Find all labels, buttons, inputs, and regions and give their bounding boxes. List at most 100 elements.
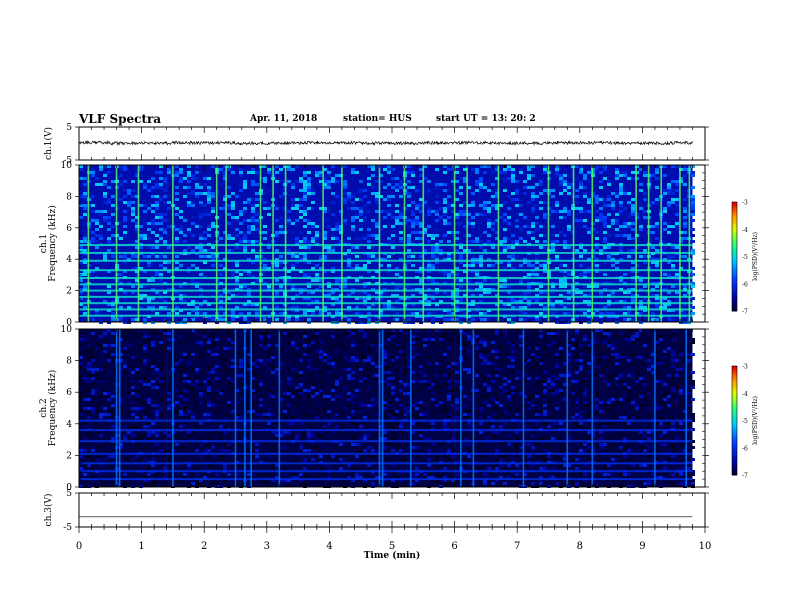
vertical-burst — [460, 329, 462, 487]
vertical-burst — [341, 165, 343, 322]
station-label: station= HUS — [343, 114, 412, 124]
y-axis-label: ch.3(V) — [43, 494, 54, 527]
horizontal-band — [79, 429, 693, 432]
x-tick-label: 2 — [201, 541, 207, 552]
vertical-burst — [472, 329, 475, 487]
x-tick-label: 5 — [389, 541, 395, 552]
colorbar-tick-label: -3 — [742, 200, 748, 207]
y-tick-label: 0 — [66, 318, 72, 328]
horizontal-band — [79, 302, 693, 305]
vertical-burst — [259, 165, 262, 322]
vertical-burst — [272, 165, 274, 322]
colorbar-tick-label: -5 — [742, 254, 748, 261]
vertical-burst — [647, 165, 650, 322]
horizontal-band — [79, 251, 693, 254]
horizontal-band — [79, 308, 693, 311]
y-axis-label: ch.1(V) — [43, 127, 54, 160]
colorbar-tick-label: -4 — [742, 391, 748, 398]
vertical-burst — [215, 165, 218, 322]
y-tick-label: 8 — [66, 357, 72, 367]
colorbar-label: log(PSD)(V²/Hz) — [752, 396, 759, 445]
x-axis-label: Time (min) — [364, 550, 421, 561]
vertical-burst — [466, 165, 468, 322]
colorbar-tick-label: -5 — [742, 418, 748, 425]
x-tick-label: 6 — [451, 541, 457, 552]
y-tick-label: -5 — [63, 523, 72, 533]
horizontal-band — [79, 283, 693, 286]
horizontal-band — [79, 462, 693, 465]
horizontal-band — [79, 452, 693, 455]
vertical-burst — [381, 329, 384, 487]
y-tick-label: 2 — [66, 287, 72, 297]
vertical-burst — [522, 329, 525, 487]
colorbar-tick-label: -4 — [742, 227, 748, 234]
y-tick-label: 10 — [61, 161, 73, 171]
vertical-burst — [172, 329, 174, 487]
vertical-burst — [115, 165, 118, 322]
x-tick-label: 1 — [138, 541, 144, 552]
vertical-burst — [572, 165, 575, 322]
vertical-burst — [322, 165, 324, 322]
vertical-burst — [87, 165, 90, 322]
vertical-burst — [497, 165, 500, 322]
x-tick-label: 4 — [326, 541, 332, 552]
vertical-burst — [172, 165, 174, 322]
vertical-burst — [115, 329, 118, 487]
y-tick-label: 5 — [66, 123, 72, 133]
vertical-burst — [234, 329, 237, 487]
x-tick-label: 9 — [639, 541, 645, 552]
y-tick-label: 2 — [66, 451, 72, 461]
spectrogram-ch1 — [79, 165, 695, 324]
vertical-burst — [403, 165, 406, 322]
y-axis-channel-label: ch.2 — [39, 398, 49, 417]
vertical-burst — [685, 329, 688, 487]
y-tick-label: 10 — [61, 325, 73, 335]
vertical-burst — [547, 165, 550, 322]
y-tick-label: 4 — [66, 420, 72, 430]
y-axis-label: Frequency (kHz) — [47, 370, 58, 447]
vertical-burst — [250, 329, 252, 487]
vertical-burst — [679, 165, 681, 322]
horizontal-band — [79, 259, 693, 262]
colorbar-tick-label: -6 — [742, 445, 748, 452]
axes-panel-3: 0 2 4 6 8 10 ch.2 Frequency (kHz) — [39, 325, 709, 493]
vertical-burst — [278, 329, 281, 487]
vertical-burst — [591, 165, 594, 322]
horizontal-band — [79, 295, 693, 298]
vertical-burst — [284, 165, 287, 322]
vertical-burst — [688, 165, 691, 322]
x-tick-label: 7 — [514, 541, 520, 552]
plot-title: VLF Spectra — [79, 112, 162, 126]
vertical-burst — [422, 165, 425, 322]
horizontal-band — [79, 419, 693, 422]
y-axis-label: Frequency (kHz) — [47, 205, 58, 282]
colorbar-tick-label: -3 — [742, 364, 748, 371]
colorbar-ch1: -3 -4 -5 -6 -7 log(PSD)(V²/Hz) — [731, 200, 759, 316]
horizontal-band — [79, 440, 693, 443]
date-label: Apr. 11, 2018 — [250, 114, 318, 124]
horizontal-band — [79, 478, 693, 481]
vertical-burst — [635, 165, 637, 322]
y-tick-label: 6 — [66, 388, 72, 398]
colorbar-ch2: -3 -4 -5 -6 -7 log(PSD)(V²/Hz) — [731, 364, 759, 480]
y-tick-label: 5 — [66, 489, 72, 499]
x-tick-label: 8 — [577, 541, 583, 552]
x-tick-label: 10 — [699, 541, 712, 552]
vertical-burst — [654, 329, 656, 487]
axes-panel-4: 5 -5 ch.3(V) — [43, 489, 709, 533]
vertical-burst — [660, 165, 662, 322]
vertical-burst — [409, 329, 412, 487]
vertical-burst — [566, 329, 569, 487]
axes-panel-1: 5 -5 ch.1(V) — [43, 123, 709, 166]
y-axis-channel-label: ch.1 — [39, 234, 49, 253]
colorbar-tick-label: -7 — [742, 473, 748, 480]
colorbar-tick-label: -6 — [742, 281, 748, 288]
axes-panel-2: 0 2 4 6 8 10 ch.1 Frequency (kHz) — [39, 161, 709, 328]
y-tick-label: 4 — [66, 255, 72, 265]
y-tick-label: 6 — [66, 224, 72, 234]
y-tick-label: 8 — [66, 192, 72, 202]
horizontal-band — [79, 244, 693, 247]
spectrogram-ch2 — [79, 329, 695, 488]
x-tick-label: 0 — [76, 541, 82, 552]
